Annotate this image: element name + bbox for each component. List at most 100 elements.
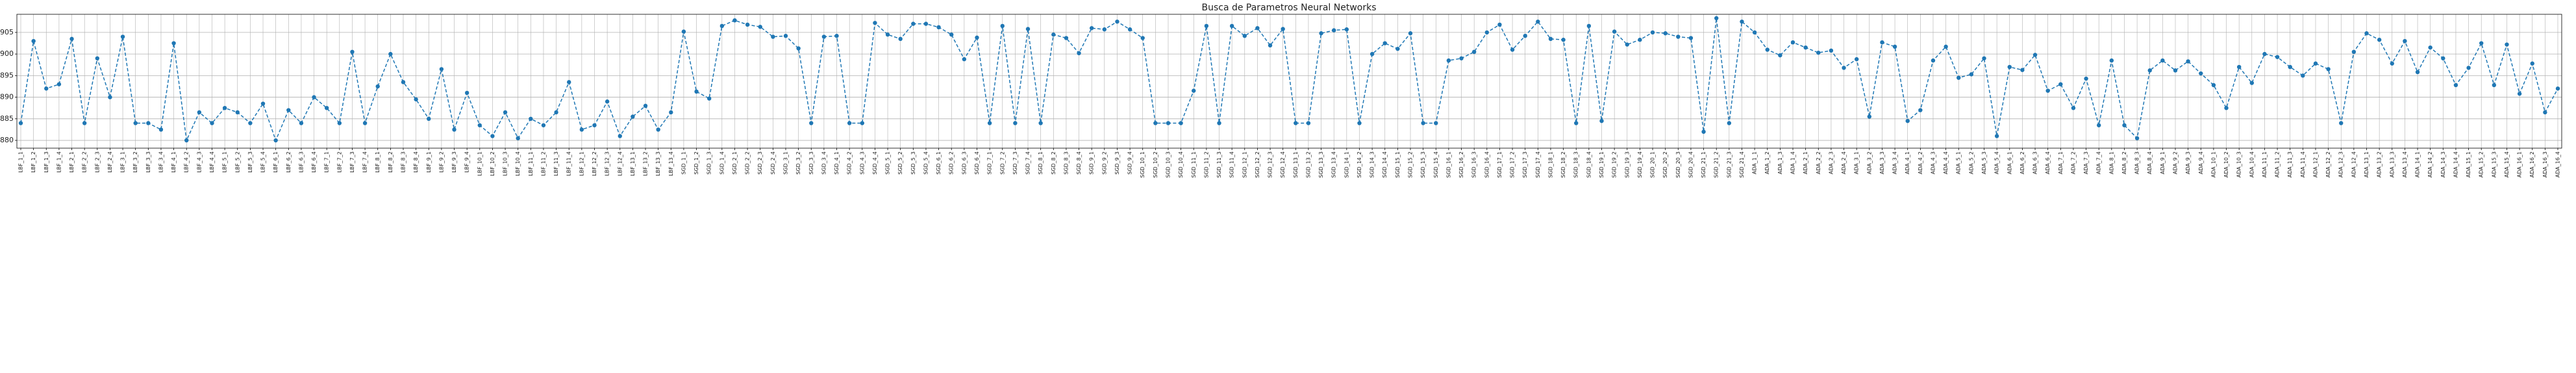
data-point (2058, 82, 2063, 86)
data-point (2492, 83, 2497, 88)
x-tick-label: ADA_5_3 (1981, 151, 1987, 174)
data-point (2224, 106, 2229, 110)
x-tick-label: ADA_5_2 (1968, 151, 1974, 174)
data-point (1790, 40, 1795, 45)
data-point (299, 121, 304, 125)
x-tick-label: ADA_11_1 (2262, 151, 2268, 177)
data-point (987, 121, 992, 125)
data-point (2211, 83, 2216, 88)
data-point (1395, 46, 1400, 51)
data-point (2007, 64, 2012, 70)
x-tick-label: SGD_3_3 (808, 151, 814, 175)
x-tick-label: LBF_2_2 (82, 151, 88, 173)
x-tick-label: LBF_8_4 (413, 151, 419, 173)
x-tick-label: LBF_10_3 (503, 151, 508, 176)
data-point (2428, 45, 2432, 50)
data-point (1166, 121, 1171, 125)
x-tick-label: SGD_10_3 (1165, 151, 1171, 178)
x-tick-label: LBF_10_4 (515, 151, 521, 176)
x-tick-label: SGD_1_2 (694, 151, 699, 175)
data-point (2466, 66, 2471, 70)
x-tick-label: SGD_16_2 (1458, 151, 1464, 178)
data-point (2045, 88, 2050, 93)
data-point (1051, 32, 1056, 37)
data-point (1242, 34, 1247, 38)
data-point (1548, 36, 1553, 42)
x-tick-label: LBF_12_2 (592, 151, 597, 176)
data-point (2109, 58, 2114, 63)
x-tick-label: SGD_7_1 (987, 151, 993, 175)
data-point (44, 86, 49, 91)
x-tick-label: ADA_6_1 (2007, 151, 2012, 174)
data-point (401, 80, 406, 84)
data-point (120, 34, 125, 39)
x-tick-label: SGD_19_4 (1637, 151, 1643, 178)
x-tick-label: SGD_8_4 (1076, 151, 1082, 175)
data-point (2020, 68, 2025, 72)
x-tick-label: ADA_15_2 (2479, 151, 2484, 177)
data-point (1892, 44, 1897, 49)
x-tick-label: SGD_19_1 (1599, 151, 1605, 178)
x-tick-label: SGD_8_2 (1051, 151, 1057, 175)
data-point (2275, 55, 2280, 59)
data-point (2186, 59, 2190, 64)
x-tick-label: ADA_7_1 (2058, 151, 2064, 174)
data-point (2479, 41, 2484, 45)
x-tick-label: LBF_12_3 (605, 151, 610, 176)
y-tick-label: 0.905 (0, 28, 14, 36)
x-tick-label: SGD_11_3 (1216, 151, 1222, 178)
x-tick-label: ADA_7_2 (2070, 151, 2076, 174)
x-tick-label: SGD_14_4 (1382, 151, 1388, 178)
data-point (567, 80, 571, 84)
x-tick-label: ADA_8_1 (2108, 151, 2114, 174)
data-point (898, 36, 903, 42)
data-point (286, 108, 291, 112)
x-tick-label: SGD_20_1 (1650, 151, 1656, 178)
data-point (809, 121, 814, 125)
x-tick-label: SGD_9_2 (1101, 151, 1107, 175)
x-tick-label: ADA_3_4 (1892, 151, 1898, 174)
x-tick-label: SGD_11_2 (1203, 151, 1209, 178)
x-tick-label: ADA_4_2 (1918, 151, 1923, 174)
x-tick-label: ADA_13_4 (2402, 151, 2408, 177)
x-tick-label: ADA_2_4 (1841, 151, 1847, 174)
data-point (2505, 42, 2509, 47)
x-tick-label: ADA_9_4 (2198, 151, 2204, 174)
x-tick-label: LBF_7_4 (362, 151, 368, 173)
x-tick-label: SGD_4_3 (859, 151, 865, 175)
data-point (1994, 134, 1999, 138)
data-point (694, 89, 699, 94)
data-point (631, 114, 635, 119)
x-tick-label: ADA_4_1 (1905, 151, 1910, 174)
data-point (1408, 31, 1413, 36)
data-point (1127, 27, 1132, 32)
x-tick-label: ADA_8_3 (2134, 151, 2140, 174)
x-tick-label: ADA_1_2 (1764, 151, 1770, 174)
x-tick-label: SGD_18_1 (1547, 151, 1553, 178)
x-tick-label: ADA_3_1 (1854, 151, 1860, 174)
data-point (2134, 136, 2140, 140)
x-tick-label: ADA_12_1 (2312, 151, 2318, 177)
x-tick-label: LBF_9_2 (438, 151, 444, 173)
chart-title: Busca de Parametros Neural Networks (1201, 3, 1376, 13)
x-tick-label: ADA_6_2 (2020, 151, 2025, 174)
data-point (1586, 23, 1592, 29)
x-tick-label: ADA_10_2 (2223, 151, 2229, 177)
data-point (1905, 118, 1910, 123)
data-point (745, 22, 750, 27)
x-tick-label: LBF_11_4 (566, 151, 572, 176)
x-tick-label: SGD_10_4 (1178, 151, 1184, 178)
data-point (1854, 57, 1859, 62)
data-point (452, 127, 456, 132)
data-point (2173, 68, 2178, 73)
data-point (579, 127, 584, 132)
data-point (2326, 67, 2331, 71)
x-tick-label: ADA_5_4 (1994, 151, 2000, 174)
data-point (464, 90, 469, 96)
x-tick-label: LBF_4_4 (209, 151, 215, 173)
x-tick-label: SGD_12_4 (1280, 151, 1286, 178)
data-point (235, 110, 240, 115)
x-tick-label: LBF_6_4 (311, 151, 317, 173)
x-tick-label: ADA_13_2 (2377, 151, 2382, 177)
x-tick-label: SGD_13_1 (1293, 151, 1299, 178)
